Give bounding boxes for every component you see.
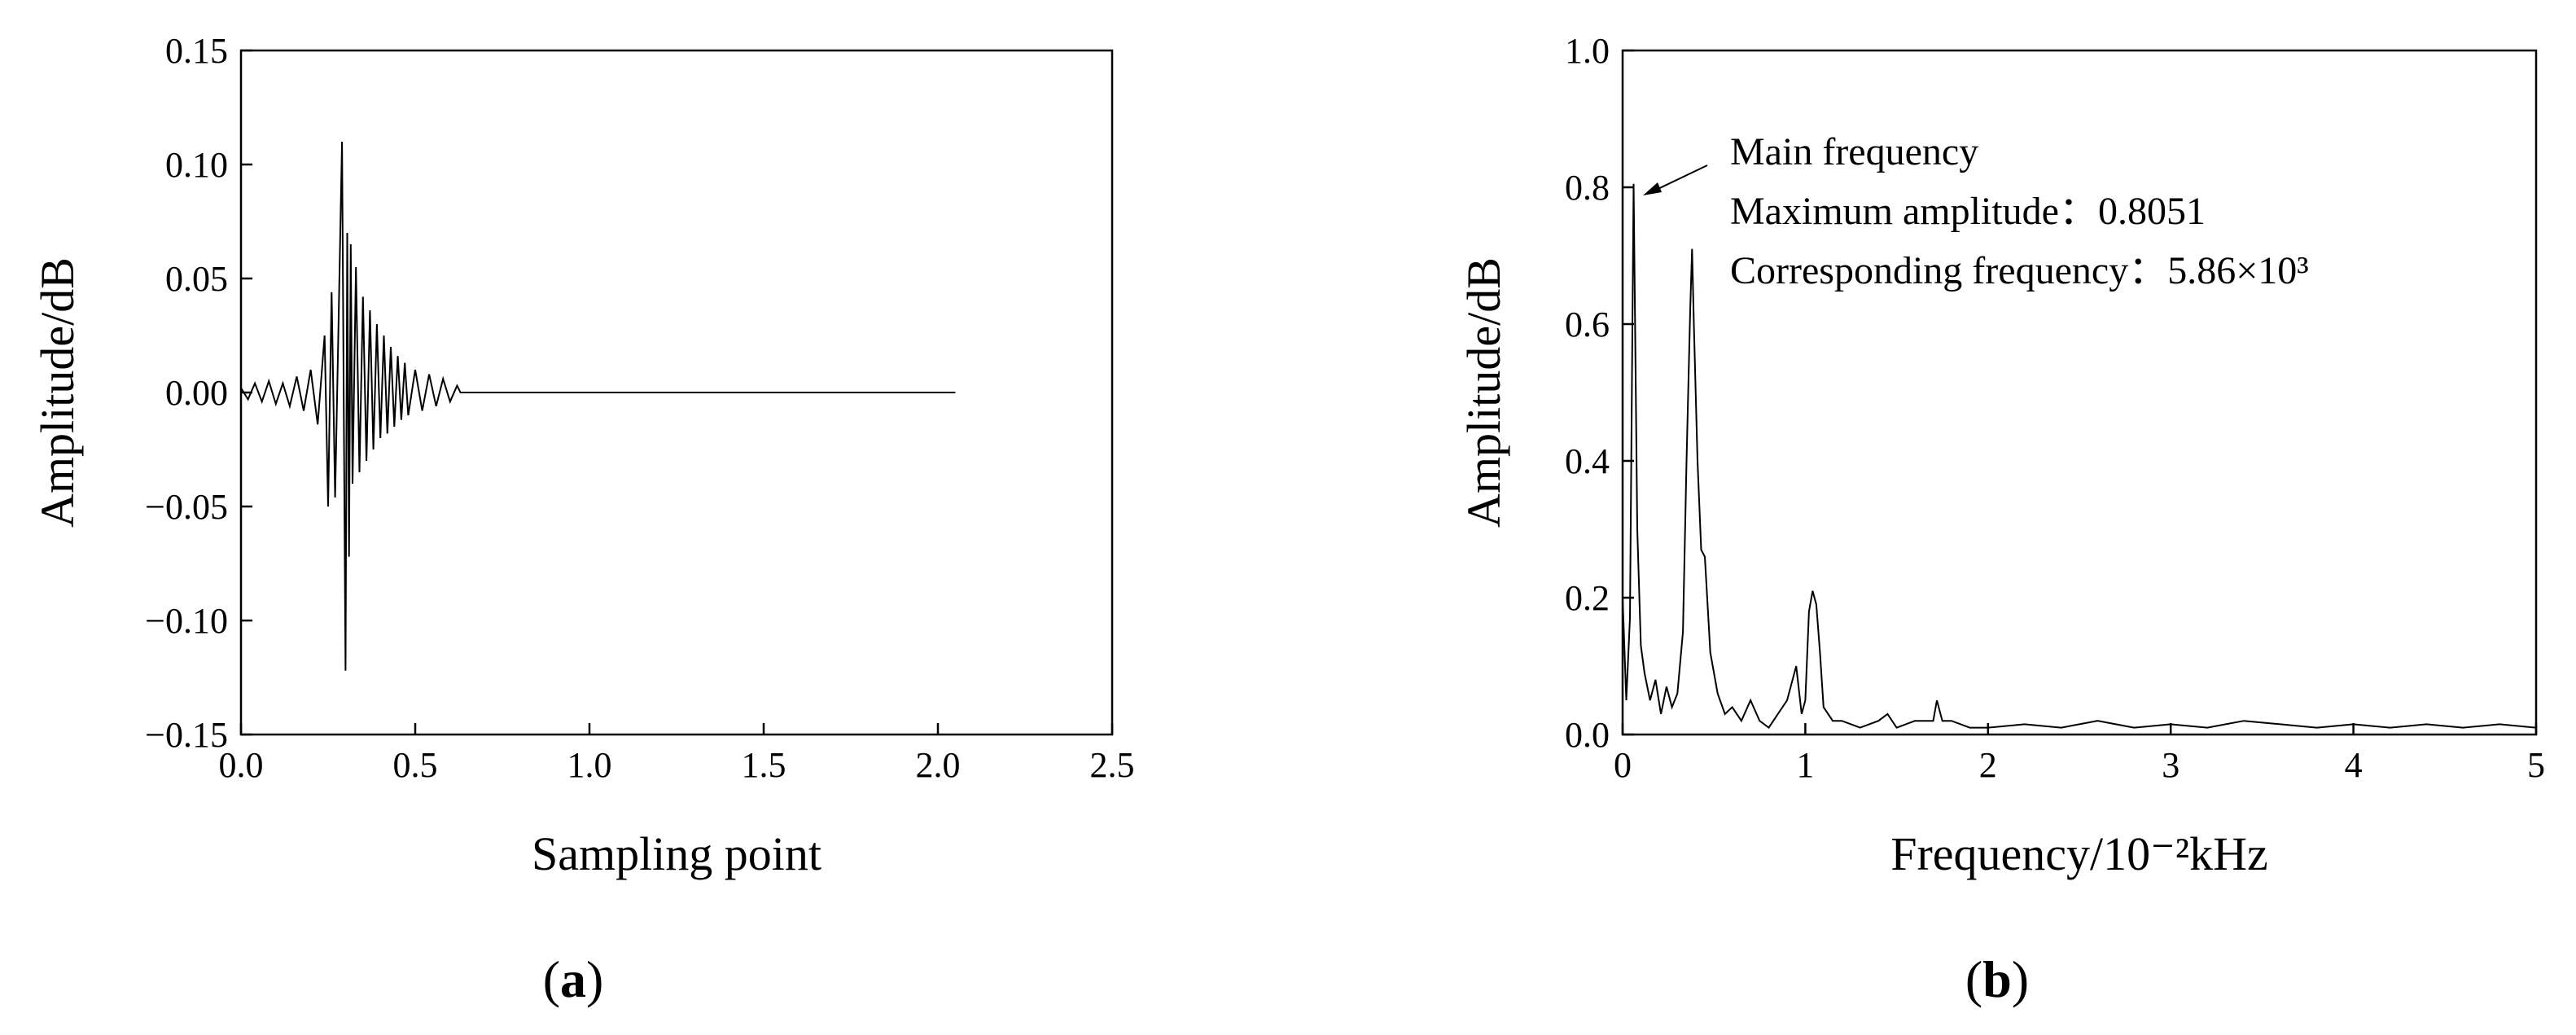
- annotation-arrow-line: [1650, 164, 1708, 193]
- series-line-a: [240, 141, 956, 671]
- y-tick-label-b: 0.2: [1565, 578, 1610, 618]
- annotation-corresponding-frequency: Corresponding frequency：5.86×10³: [1730, 249, 2309, 292]
- y-tick-label-a: −0.05: [145, 487, 228, 527]
- y-tick-label-b: 0.6: [1565, 305, 1610, 344]
- x-tick-label-b: 4: [2345, 745, 2363, 785]
- x-tick-label-a: 1.5: [742, 745, 786, 785]
- y-tick-label-b: 0.4: [1565, 441, 1610, 481]
- panel-b: 0 1 2 3 4 5 1.0 0.8 0.6 0.4 0.2 0.0 Amplitude/dB Fr…: [1457, 31, 2545, 1008]
- annotation-main-frequency: Main frequency: [1730, 130, 1978, 173]
- panel-a: 0.0 0.5 1.0 1.5 2.0 2.5 0.15 0.10 0.05 0.00 −0.05 −…: [31, 31, 1135, 1008]
- x-tick-label-a: 2.5: [1090, 745, 1135, 785]
- tick-group-a: 0.0 0.5 1.0 1.5 2.0 2.5 0.15 0.10 0.05 0.00 −0.05 −…: [145, 31, 1134, 785]
- tick-group-b: 0 1 2 3 4 5 1.0 0.8 0.6 0.4 0.2 0.0: [1565, 31, 2545, 785]
- series-line-b: [1622, 183, 2537, 730]
- x-axis-label-a: Sampling point: [532, 827, 821, 880]
- y-tick-label-a: 0.00: [165, 373, 228, 413]
- x-tick-label-a: 0.5: [393, 745, 438, 785]
- x-tick-label-b: 0: [1614, 745, 1632, 785]
- panel-label-a: (a): [543, 950, 604, 1008]
- y-tick-label-a: 0.10: [165, 145, 228, 185]
- x-tick-label-b: 5: [2527, 745, 2545, 785]
- y-tick-label-a: 0.05: [165, 259, 228, 299]
- x-tick-label-a: 0.0: [219, 745, 264, 785]
- panel-label-b-letter: b: [1982, 950, 2012, 1008]
- y-axis-label-a: Amplitude/dB: [31, 257, 84, 528]
- panel-label-a-letter: a: [560, 950, 586, 1008]
- y-tick-label-a: −0.15: [145, 715, 228, 755]
- annotation-arrowhead: [1643, 182, 1662, 195]
- x-tick-label-b: 2: [1979, 745, 1997, 785]
- y-tick-label-b: 1.0: [1565, 31, 1610, 71]
- panel-label-b: (b): [1965, 950, 2029, 1008]
- x-tick-label-b: 1: [1796, 745, 1814, 785]
- y-axis-label-b: Amplitude/dB: [1457, 257, 1510, 528]
- x-tick-label-a: 1.0: [567, 745, 612, 785]
- x-tick-label-a: 2.0: [916, 745, 961, 785]
- x-tick-label-b: 3: [2162, 745, 2180, 785]
- y-tick-label-b: 0.8: [1565, 168, 1610, 208]
- y-tick-label-a: 0.15: [165, 31, 228, 71]
- annotation-maximum-amplitude: Maximum amplitude：0.8051: [1730, 190, 2206, 233]
- x-axis-label-b: Frequency/10⁻²kHz: [1890, 827, 2268, 880]
- y-tick-label-b: 0.0: [1565, 715, 1610, 755]
- plot-frame-b: [1621, 49, 2538, 736]
- y-tick-label-a: −0.10: [145, 601, 228, 641]
